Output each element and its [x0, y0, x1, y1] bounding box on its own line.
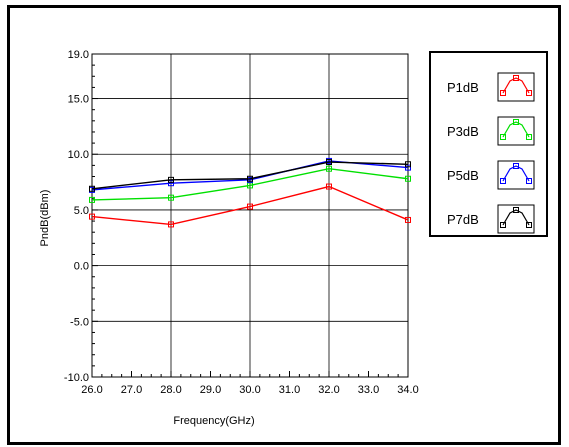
y-tick-label-6: -10.0	[64, 372, 89, 384]
y-axis-label: PndB(dBm)	[39, 190, 51, 247]
legend-marker-p7db-1	[513, 207, 519, 213]
data-point-p7db-3	[326, 159, 332, 166]
axes: 26.0 27.0 28.0 29.0 30.0 31.0 32.0 33.0 34.0 19.0…	[64, 49, 419, 396]
legend-line-p7db	[502, 209, 530, 226]
legend-marker-p1db-1	[513, 75, 519, 81]
legend-marker-p5db-2	[526, 178, 532, 184]
legend-marker-p5db-1	[513, 163, 519, 169]
legend-marker-p7db-0	[500, 222, 506, 228]
series-line-p3db	[91, 168, 409, 201]
x-tick-label-2: 28.0	[160, 384, 181, 396]
legend-line-p1db	[502, 77, 530, 94]
y-tick-label-2: 10.0	[68, 149, 89, 161]
y-tick-label-0: 19.0	[68, 49, 89, 61]
legend-marker-p1db-0	[500, 90, 506, 96]
x-tick-label-8: 34.0	[397, 384, 418, 396]
x-tick-label-7: 33.0	[358, 384, 379, 396]
y-tick-label-4: 0.0	[74, 261, 89, 273]
data-point-p3db-2	[247, 182, 253, 189]
data-point-p3db-3	[326, 165, 332, 172]
x-tick-label-5: 31.0	[279, 384, 300, 396]
legend-line-p5db	[502, 165, 530, 182]
data-point-p7db-0	[89, 185, 95, 192]
legend-marker-p1db-2	[526, 90, 532, 96]
data-point-p3db-4	[405, 175, 411, 182]
legend-marker-p3db-0	[500, 134, 506, 140]
y-tick-label-5: -5.0	[70, 316, 89, 328]
data-point-p1db-2	[247, 203, 253, 210]
series-line-p1db	[91, 185, 409, 226]
data-point-p5db-1	[168, 180, 174, 187]
x-tick-label-0: 26.0	[81, 384, 102, 396]
legend: P1dB P3dB P5dB P7dB	[429, 51, 548, 237]
legend-line-p3db	[502, 121, 530, 138]
data-point-p3db-0	[89, 196, 95, 203]
chart-frame: 26.0 27.0 28.0 29.0 30.0 31.0 32.0 33.0 34.0 19.0…	[7, 5, 561, 445]
legend-label-p7db: P7dB	[447, 212, 479, 227]
x-tick-label-6: 32.0	[318, 384, 339, 396]
data-point-p1db-3	[326, 183, 332, 190]
legend-swatch-p3db	[497, 116, 535, 146]
series-line-p7db	[91, 161, 409, 190]
legend-marker-p7db-2	[526, 222, 532, 228]
legend-label-p5db: P5dB	[447, 168, 479, 183]
series-layer	[89, 157, 411, 228]
x-tick-label-3: 29.0	[200, 384, 221, 396]
y-tick-label-3: 5.0	[74, 205, 89, 217]
line-chart: 26.0 27.0 28.0 29.0 30.0 31.0 32.0 33.0 34.0 19.0…	[39, 49, 548, 427]
grid	[91, 53, 409, 378]
data-point-p1db-4	[405, 216, 411, 223]
x-axis-label: Frequency(GHz)	[173, 415, 254, 427]
data-point-p7db-1	[168, 176, 174, 183]
legend-swatch-p1db	[497, 72, 535, 102]
y-tick-label-1: 15.0	[68, 94, 89, 106]
legend-marker-p3db-2	[526, 134, 532, 140]
legend-swatch-p7db	[497, 204, 535, 234]
data-point-p7db-2	[247, 175, 253, 182]
legend-marker-p3db-1	[513, 119, 519, 125]
legend-marker-p5db-0	[500, 178, 506, 184]
data-point-p1db-1	[168, 221, 174, 228]
data-point-p5db-4	[405, 164, 411, 171]
data-point-p7db-4	[405, 161, 411, 168]
x-tick-label-1: 27.0	[121, 384, 142, 396]
legend-label-p1db: P1dB	[447, 80, 479, 95]
data-point-p3db-1	[168, 194, 174, 201]
legend-label-p3db: P3dB	[447, 124, 479, 139]
data-point-p1db-0	[89, 213, 95, 220]
legend-swatch-p5db	[497, 160, 535, 190]
x-tick-label-4: 30.0	[239, 384, 260, 396]
